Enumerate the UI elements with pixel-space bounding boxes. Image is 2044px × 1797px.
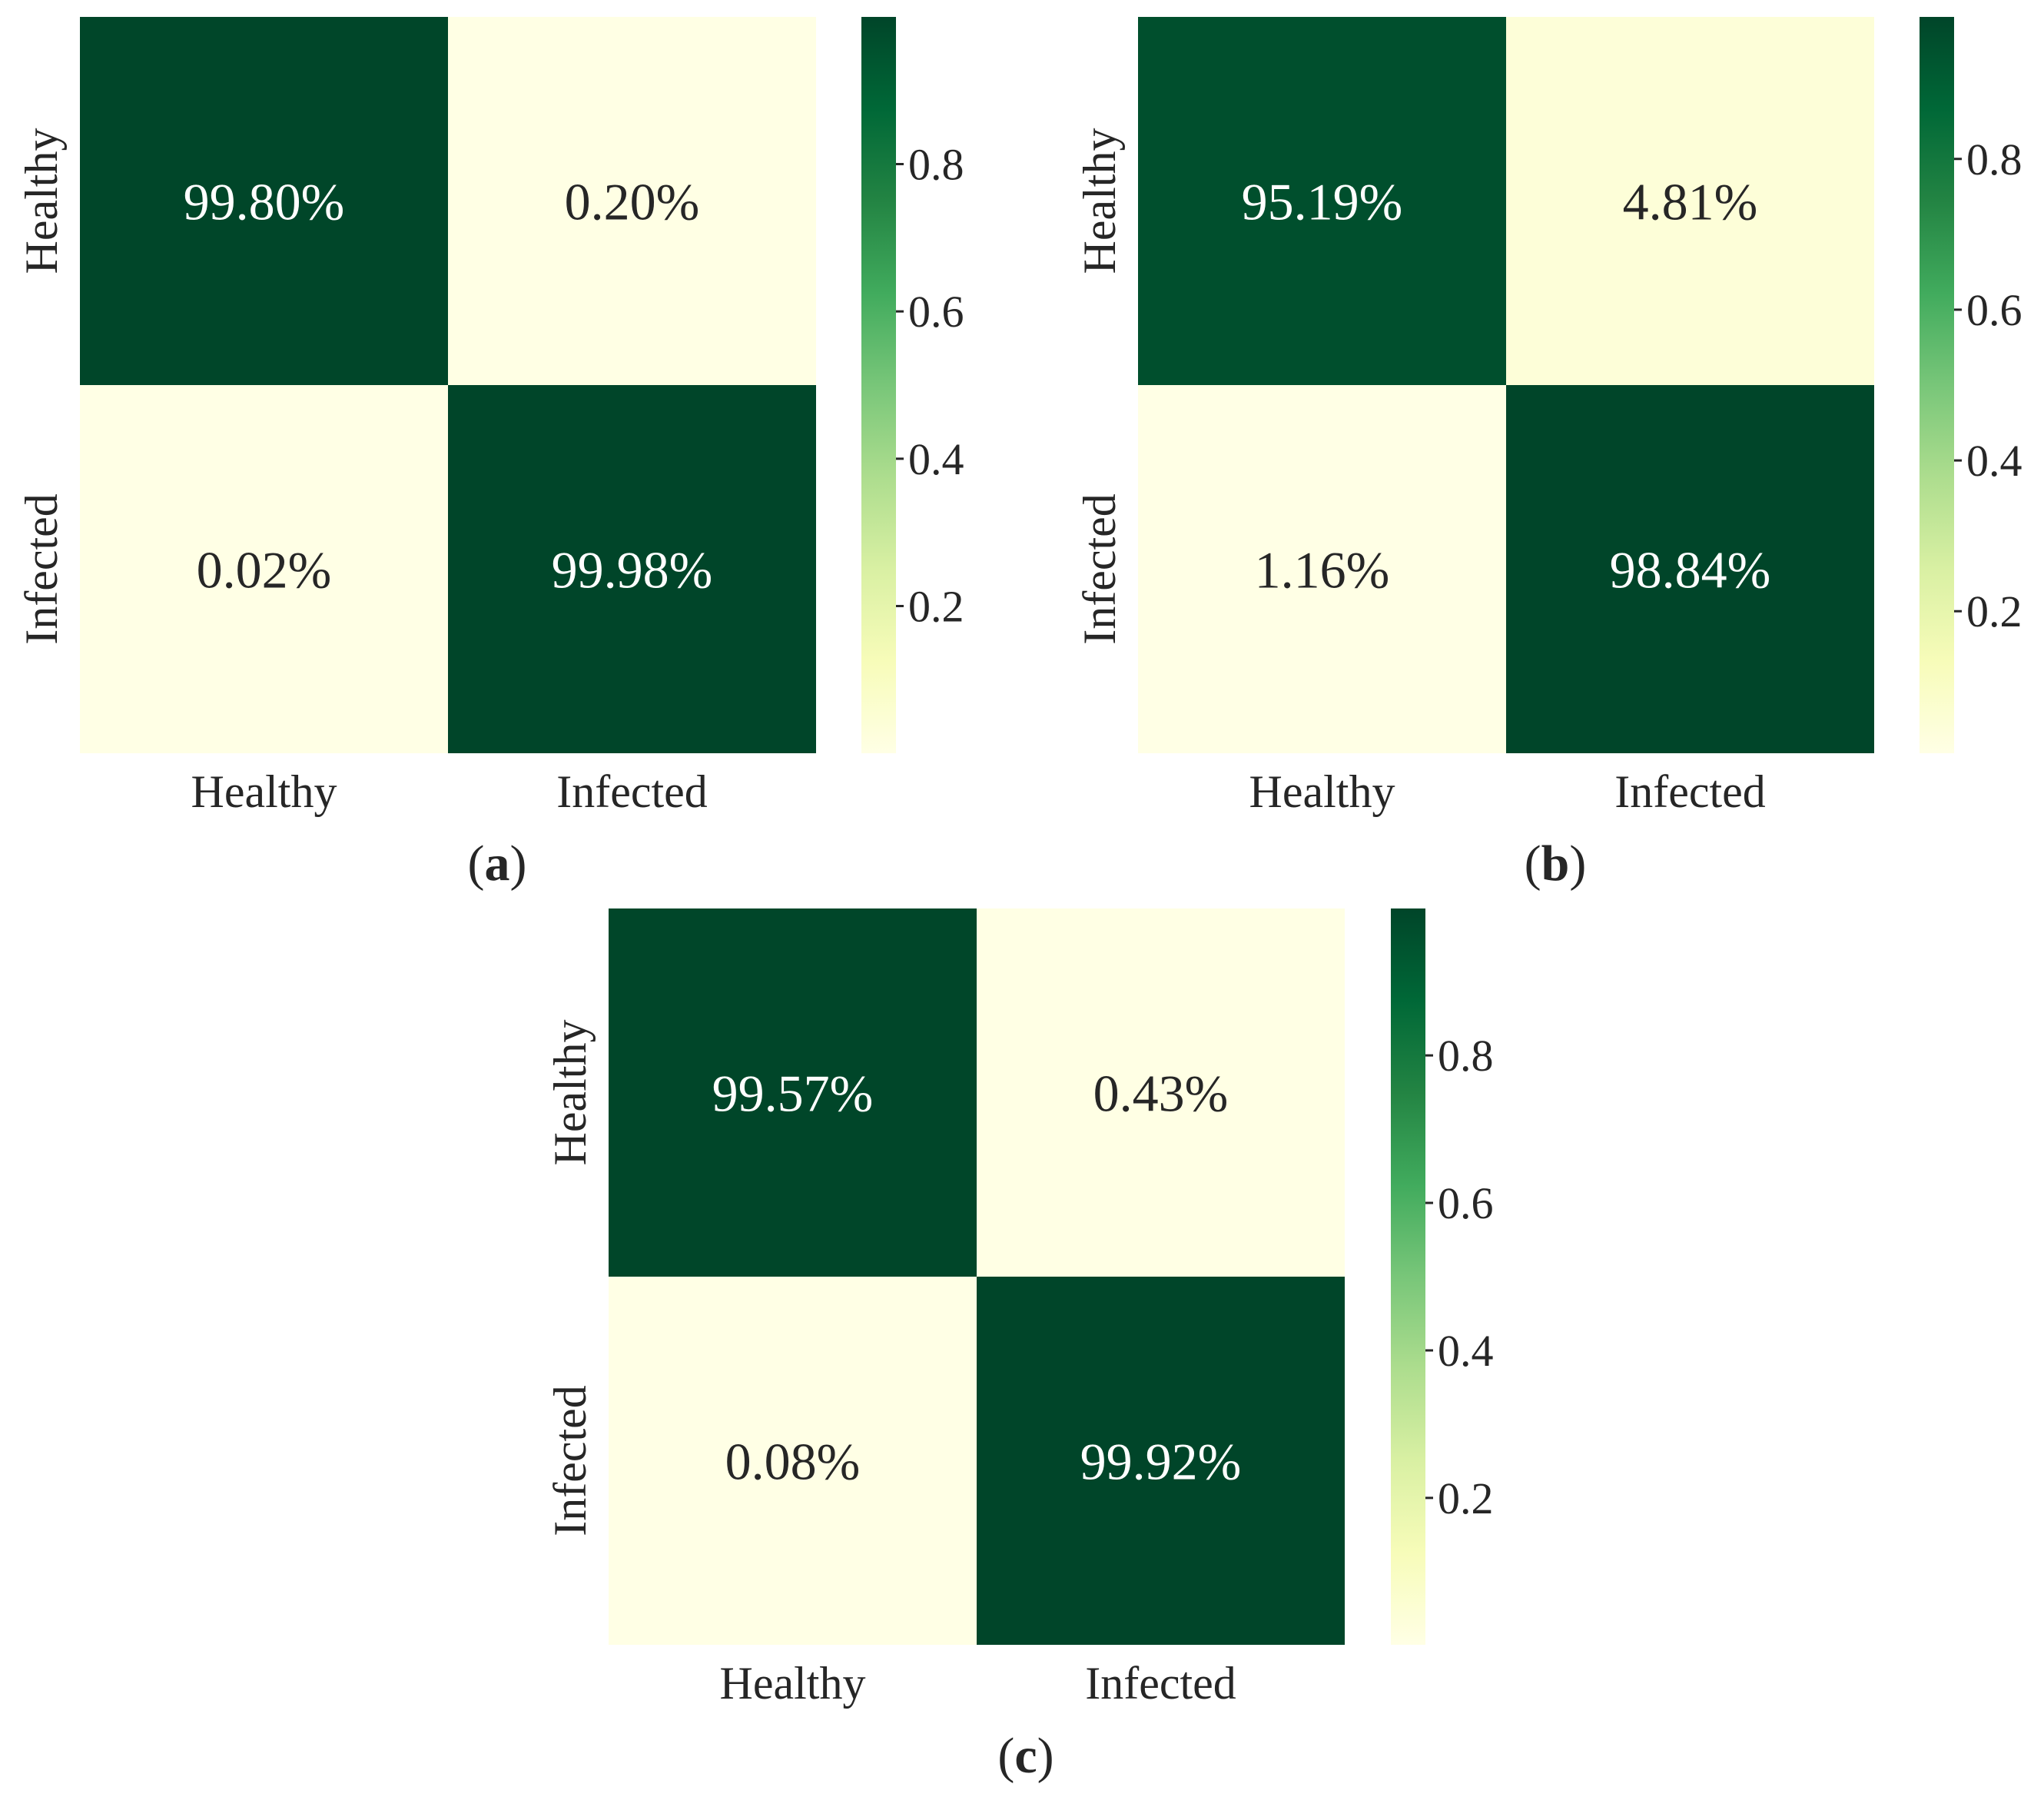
- caption-letter: b: [1541, 835, 1570, 892]
- heatmap-cell: [1138, 17, 1506, 385]
- caption-close: ): [1569, 835, 1586, 892]
- caption-letter: c: [1014, 1728, 1037, 1784]
- caption-letter: a: [485, 835, 510, 892]
- cell-annotation: 1.16%: [1255, 541, 1390, 600]
- colorbar-tick-label: 0.4: [1966, 436, 2022, 486]
- cell-annotation: 0.08%: [725, 1433, 861, 1491]
- row-label: Healthy: [545, 1020, 596, 1166]
- column-label: Infected: [1085, 1658, 1236, 1709]
- panel-caption: (a): [468, 835, 527, 892]
- cell-annotation: 99.92%: [1080, 1433, 1242, 1491]
- colorbar-tick-label: 0.6: [1438, 1178, 1494, 1228]
- caption-close: ): [1037, 1728, 1054, 1784]
- cell-annotation: 0.02%: [197, 541, 332, 600]
- row-label: Infected: [545, 1385, 596, 1536]
- cell-annotation: 99.57%: [712, 1065, 874, 1123]
- heatmap-cell: [80, 17, 448, 385]
- cell-annotation: 4.81%: [1623, 173, 1758, 231]
- panel-caption: (c): [997, 1728, 1054, 1784]
- heatmap-cell: [448, 385, 816, 753]
- colorbar-tick-label: 0.4: [908, 434, 964, 484]
- colorbar: [1391, 908, 1425, 1645]
- panel-caption: (b): [1525, 835, 1587, 892]
- heatmap-cell: [609, 908, 977, 1277]
- column-label: Healthy: [1249, 766, 1395, 817]
- cell-annotation: 0.43%: [1093, 1065, 1229, 1123]
- column-label: Healthy: [191, 766, 337, 817]
- cell-annotation: 95.19%: [1242, 173, 1403, 231]
- colorbar-tick-label: 0.8: [1438, 1031, 1494, 1081]
- colorbar-tick-label: 0.4: [1438, 1326, 1494, 1376]
- colorbar-tick-label: 0.6: [908, 287, 964, 337]
- colorbar-tick-label: 0.8: [908, 139, 964, 189]
- heatmap-cell: [448, 17, 816, 385]
- heatmap-cell: [1506, 385, 1874, 753]
- colorbar: [1920, 17, 1954, 753]
- colorbar-tick-label: 0.2: [1438, 1473, 1494, 1523]
- row-label: Healthy: [16, 128, 67, 274]
- column-label: Healthy: [720, 1658, 866, 1709]
- cell-annotation: 98.84%: [1610, 541, 1771, 600]
- colorbar: [861, 17, 896, 753]
- heatmap-cell: [1506, 17, 1874, 385]
- heatmap-cell: [80, 385, 448, 753]
- row-label: Infected: [1074, 493, 1125, 645]
- caption-close: ): [510, 835, 527, 892]
- cell-annotation: 0.20%: [565, 173, 700, 231]
- colorbar-tick-label: 0.2: [1966, 586, 2022, 636]
- row-label: Infected: [16, 493, 67, 645]
- cell-annotation: 99.98%: [552, 541, 713, 600]
- heatmap-cell: [1138, 385, 1506, 753]
- panel-a-confusion-matrix: 99.80% 0.20% 0.02% 99.98% Healthy Infected Hea…: [16, 17, 964, 892]
- colorbar-tick-label: 0.8: [1966, 135, 2022, 184]
- heatmap-cell: [977, 1277, 1345, 1645]
- colorbar-tick-label: 0.2: [908, 582, 964, 632]
- row-label: Healthy: [1074, 128, 1125, 274]
- panel-c-confusion-matrix: 99.57% 0.43% 0.08% 99.92% Healthy Infected Hea…: [545, 908, 1494, 1784]
- panel-b-confusion-matrix: 95.19% 4.81% 1.16% 98.84% Healthy Infected Hea…: [1074, 17, 2022, 892]
- caption-open: (: [1525, 835, 1541, 892]
- column-label: Infected: [1614, 766, 1766, 817]
- heatmap-cell: [609, 1277, 977, 1645]
- column-label: Infected: [556, 766, 708, 817]
- caption-open: (: [468, 835, 485, 892]
- cell-annotation: 99.80%: [184, 173, 345, 231]
- heatmap-cell: [977, 908, 1345, 1277]
- caption-open: (: [997, 1728, 1014, 1784]
- colorbar-tick-label: 0.6: [1966, 285, 2022, 335]
